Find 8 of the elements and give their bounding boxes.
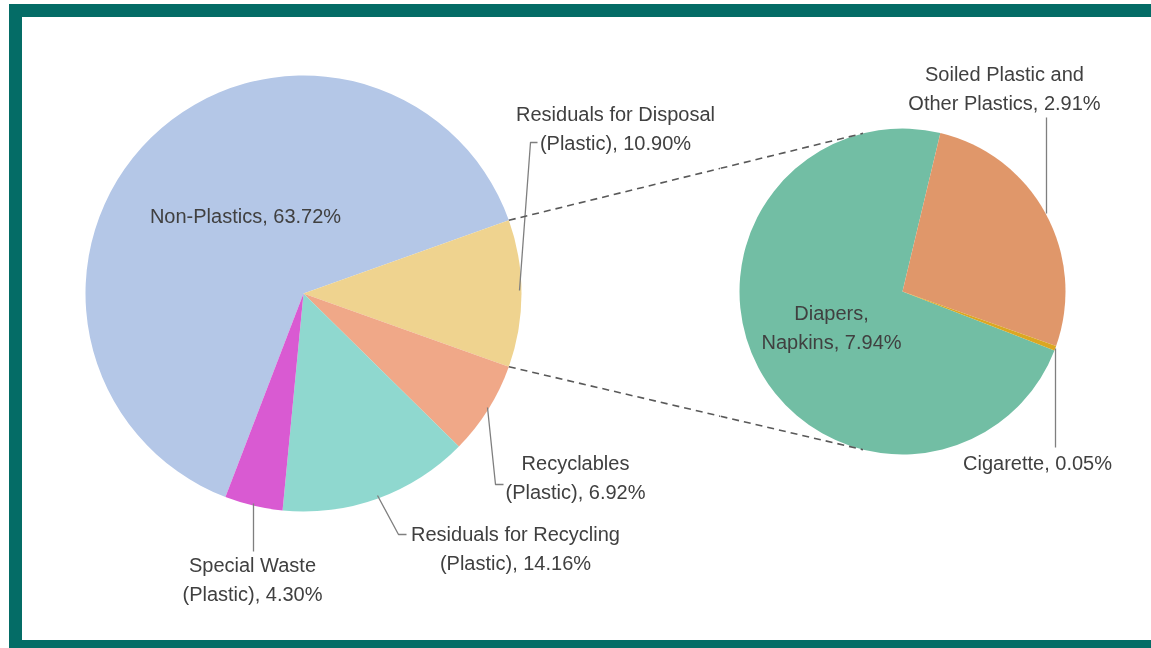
slice-label: Cigarette, 0.05% [963,451,1113,474]
slice-label: Special Waste (Plastic), 4.30% [182,554,323,605]
slice-label: Soiled Plastic and Other Plastics, 2.91% [908,63,1101,114]
slice-label: Non-Plastics, 63.72% [149,204,342,227]
slice-label: Residuals for Disposal (Plastic), 10.90% [516,103,715,154]
slice-label: Diapers, Napkins, 7.94% [761,302,902,353]
slice-label: Recyclables (Plastic), 6.92% [505,452,646,503]
slice-label: Residuals for Recycling (Plastic), 14.16% [411,523,620,574]
